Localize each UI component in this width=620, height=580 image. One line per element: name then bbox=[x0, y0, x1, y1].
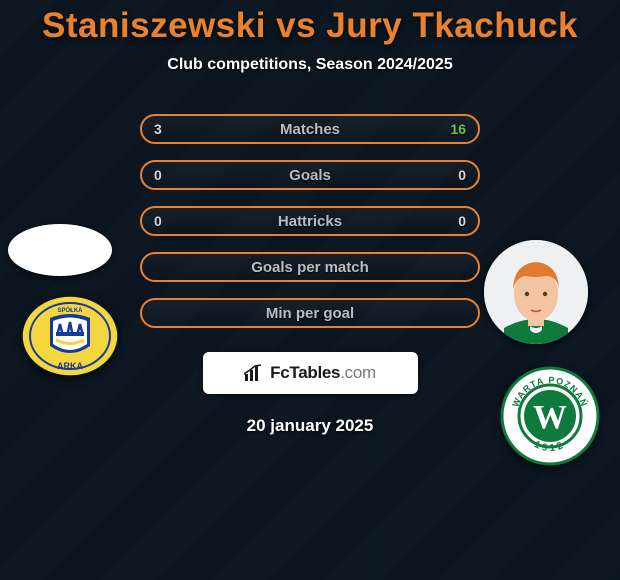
player-right-avatar bbox=[484, 240, 588, 344]
stat-goals-left: 0 bbox=[154, 167, 162, 183]
season-subtitle: Club competitions, Season 2024/2025 bbox=[167, 56, 452, 74]
stat-gpm-label: Goals per match bbox=[251, 259, 369, 276]
club-left-text-bottom: ARKA bbox=[57, 361, 83, 371]
stat-row-mpg: Min per goal bbox=[140, 298, 480, 328]
club-left-logo-svg: SPÓŁKA ARKA bbox=[20, 294, 120, 379]
stat-hattricks-right: 0 bbox=[458, 213, 466, 229]
stat-goals-right: 0 bbox=[458, 167, 466, 183]
page-title: Staniszewski vs Jury Tkachuck bbox=[42, 6, 578, 46]
club-right-logo: W WARTA POZNAŃ 1912 bbox=[500, 366, 600, 466]
stat-row-matches: 3 Matches 16 bbox=[140, 114, 480, 144]
stat-mpg-label: Min per goal bbox=[266, 305, 354, 322]
club-right-w: W bbox=[533, 399, 567, 436]
brand-name-strong: FcTables bbox=[270, 363, 340, 382]
club-left-text-top: SPÓŁKA bbox=[57, 306, 83, 314]
club-right-logo-svg: W WARTA POZNAŃ 1912 bbox=[500, 366, 600, 466]
brand-text: FcTables.com bbox=[270, 363, 376, 383]
player-right-avatar-svg bbox=[484, 240, 588, 344]
stat-row-hattricks: 0 Hattricks 0 bbox=[140, 206, 480, 236]
club-left-logo: SPÓŁKA ARKA bbox=[20, 294, 120, 379]
brand-name-light: .com bbox=[340, 363, 376, 382]
comparison-card: Staniszewski vs Jury Tkachuck Club compe… bbox=[0, 0, 620, 436]
stat-matches-left: 3 bbox=[154, 121, 162, 137]
stat-goals-label: Goals bbox=[289, 167, 331, 184]
stat-row-gpm: Goals per match bbox=[140, 252, 480, 282]
stat-matches-right: 16 bbox=[450, 121, 466, 137]
stat-hattricks-left: 0 bbox=[154, 213, 162, 229]
bars-icon bbox=[244, 364, 264, 382]
stats-area: SPÓŁKA ARKA W WARTA POZNAŃ 1912 bbox=[0, 114, 620, 436]
player-left-avatar bbox=[8, 224, 112, 276]
date-text: 20 january 2025 bbox=[247, 416, 374, 436]
brand-box[interactable]: FcTables.com bbox=[203, 352, 418, 394]
stat-row-goals: 0 Goals 0 bbox=[140, 160, 480, 190]
stat-hattricks-label: Hattricks bbox=[278, 213, 342, 230]
stat-matches-label: Matches bbox=[280, 121, 340, 138]
